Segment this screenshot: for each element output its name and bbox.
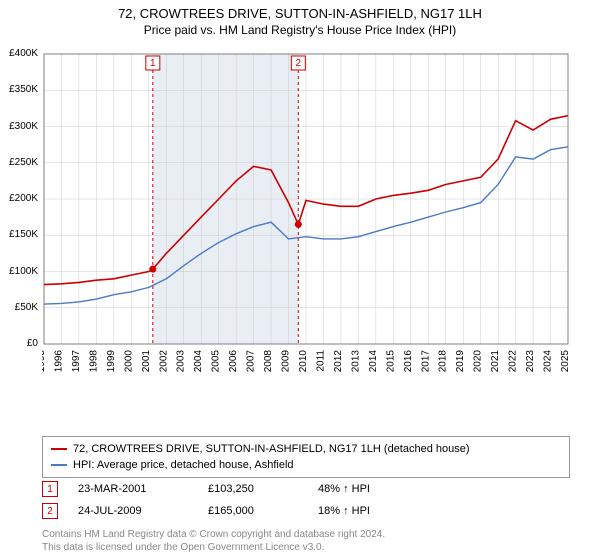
y-tick-label: £150K bbox=[9, 229, 38, 240]
footer-line-2: This data is licensed under the Open Gov… bbox=[42, 541, 385, 554]
svg-text:2016: 2016 bbox=[403, 350, 414, 373]
sale-price-2: £165,000 bbox=[208, 505, 298, 517]
legend-swatch-2 bbox=[51, 464, 67, 466]
chart-area: 1 2 1995 1996 1997 1998 1999 2000 2001 2002 2003 20… bbox=[42, 50, 570, 390]
svg-text:2010: 2010 bbox=[298, 350, 309, 373]
y-tick-label: £400K bbox=[9, 48, 38, 59]
legend-label-2: HPI: Average price, detached house, Ashf… bbox=[73, 459, 294, 471]
svg-text:2009: 2009 bbox=[281, 350, 292, 373]
sale-marker-box-1: 1 bbox=[42, 481, 58, 497]
sale-row-2: 2 24-JUL-2009 £165,000 18% ↑ HPI bbox=[42, 500, 408, 522]
svg-text:2007: 2007 bbox=[246, 350, 257, 373]
footer-line-1: Contains HM Land Registry data © Crown c… bbox=[42, 528, 385, 541]
footer-text: Contains HM Land Registry data © Crown c… bbox=[42, 528, 385, 554]
sale-price-1: £103,250 bbox=[208, 483, 298, 495]
title-block: 72, CROWTREES DRIVE, SUTTON-IN-ASHFIELD,… bbox=[0, 0, 600, 37]
svg-text:2025: 2025 bbox=[560, 350, 570, 373]
legend-box: 72, CROWTREES DRIVE, SUTTON-IN-ASHFIELD,… bbox=[42, 436, 570, 478]
svg-text:2013: 2013 bbox=[350, 350, 361, 373]
svg-text:2024: 2024 bbox=[543, 350, 554, 373]
svg-text:1: 1 bbox=[150, 58, 156, 69]
svg-text:1998: 1998 bbox=[88, 350, 99, 373]
legend-row-series-2: HPI: Average price, detached house, Ashf… bbox=[51, 457, 561, 473]
y-tick-label: £0 bbox=[27, 338, 38, 349]
svg-text:2006: 2006 bbox=[228, 350, 239, 373]
svg-text:2002: 2002 bbox=[158, 350, 169, 373]
svg-text:2012: 2012 bbox=[333, 350, 344, 373]
svg-text:2001: 2001 bbox=[141, 350, 152, 373]
sale-pct-2: 18% ↑ HPI bbox=[318, 505, 408, 517]
y-tick-label: £350K bbox=[9, 84, 38, 95]
sale-date-2: 24-JUL-2009 bbox=[78, 505, 188, 517]
y-tick-label: £200K bbox=[9, 193, 38, 204]
sales-block: 1 23-MAR-2001 £103,250 48% ↑ HPI 2 24-JU… bbox=[42, 478, 408, 522]
sale-marker-box-2: 2 bbox=[42, 503, 58, 519]
svg-text:2015: 2015 bbox=[385, 350, 396, 373]
legend-swatch-1 bbox=[51, 448, 67, 450]
line-chart-svg: 1 2 1995 1996 1997 1998 1999 2000 2001 2002 2003 20… bbox=[42, 50, 570, 390]
svg-text:2023: 2023 bbox=[525, 350, 536, 373]
svg-text:2003: 2003 bbox=[176, 350, 187, 373]
svg-text:2004: 2004 bbox=[193, 350, 204, 373]
y-tick-label: £100K bbox=[9, 266, 38, 277]
svg-text:2019: 2019 bbox=[455, 350, 466, 373]
chart-container: 72, CROWTREES DRIVE, SUTTON-IN-ASHFIELD,… bbox=[0, 0, 600, 560]
title-main: 72, CROWTREES DRIVE, SUTTON-IN-ASHFIELD,… bbox=[0, 6, 600, 21]
svg-text:1999: 1999 bbox=[106, 350, 117, 373]
svg-text:2018: 2018 bbox=[438, 350, 449, 373]
svg-text:2: 2 bbox=[296, 58, 302, 69]
legend-row-series-1: 72, CROWTREES DRIVE, SUTTON-IN-ASHFIELD,… bbox=[51, 441, 561, 457]
title-sub: Price paid vs. HM Land Registry's House … bbox=[0, 23, 600, 37]
svg-text:1995: 1995 bbox=[42, 350, 47, 373]
y-tick-label: £50K bbox=[15, 302, 38, 313]
legend-label-1: 72, CROWTREES DRIVE, SUTTON-IN-ASHFIELD,… bbox=[73, 443, 470, 455]
svg-text:2005: 2005 bbox=[211, 350, 222, 373]
svg-text:2021: 2021 bbox=[490, 350, 501, 373]
svg-text:2011: 2011 bbox=[315, 350, 326, 372]
svg-text:2000: 2000 bbox=[123, 350, 134, 373]
svg-text:2014: 2014 bbox=[368, 350, 379, 373]
svg-text:2022: 2022 bbox=[508, 350, 519, 373]
svg-text:1996: 1996 bbox=[53, 350, 64, 373]
svg-text:2020: 2020 bbox=[473, 350, 484, 373]
y-tick-label: £250K bbox=[9, 157, 38, 168]
sale-date-1: 23-MAR-2001 bbox=[78, 483, 188, 495]
svg-text:1997: 1997 bbox=[71, 350, 82, 373]
sale-pct-1: 48% ↑ HPI bbox=[318, 483, 408, 495]
y-tick-label: £300K bbox=[9, 121, 38, 132]
svg-text:2008: 2008 bbox=[263, 350, 274, 373]
sale-row-1: 1 23-MAR-2001 £103,250 48% ↑ HPI bbox=[42, 478, 408, 500]
svg-text:2017: 2017 bbox=[420, 350, 431, 373]
